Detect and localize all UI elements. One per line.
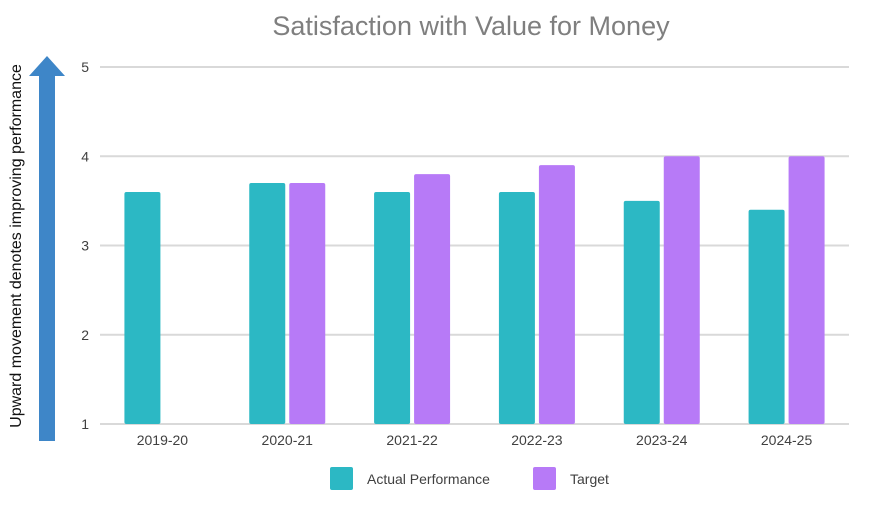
- legend-swatch: [533, 467, 556, 490]
- y-tick-label: 3: [81, 238, 89, 254]
- bar-target-2022-23: [538, 165, 575, 425]
- bars: [124, 156, 825, 425]
- x-tick-label: 2021-22: [386, 432, 438, 448]
- chart-title: Satisfaction with Value for Money: [272, 11, 670, 41]
- bar-target-2024-25: [788, 156, 825, 424]
- x-tick-label: 2019-20: [137, 432, 189, 448]
- bar-target-2021-22: [414, 174, 451, 424]
- y-tick-label: 4: [81, 148, 89, 164]
- up-arrow-icon: [29, 56, 65, 441]
- bar-actual-performance-2023-24: [623, 200, 660, 424]
- legend: Actual Performance Target: [330, 467, 609, 490]
- annotation-arrow: Upward movement denotes improving perfor…: [8, 56, 65, 441]
- bar-actual-performance-2021-22: [374, 191, 411, 424]
- legend-label: Target: [570, 471, 609, 487]
- bar-target-2020-21: [289, 183, 326, 424]
- y-tick-label: 2: [81, 327, 89, 343]
- x-tick-label: 2022-23: [511, 432, 563, 448]
- x-tick-label: 2024-25: [761, 432, 813, 448]
- y-tick-label: 5: [81, 59, 89, 75]
- x-axis-ticks: 2019-20 2020-21 2021-22 2022-23 2023-24 2024-…: [137, 432, 813, 448]
- legend-swatch: [330, 467, 353, 490]
- bar-actual-performance-2024-25: [748, 209, 785, 424]
- y-axis-ticks: 1 2 3 4 5: [81, 59, 89, 432]
- bar-actual-performance-2019-20: [124, 191, 161, 424]
- y-tick-label: 1: [81, 416, 89, 432]
- bar-actual-performance-2022-23: [498, 191, 535, 424]
- x-tick-label: 2023-24: [636, 432, 688, 448]
- bar-target-2023-24: [663, 156, 700, 424]
- bar-actual-performance-2020-21: [249, 183, 286, 424]
- gridlines: [100, 66, 849, 425]
- arrow-annotation-text: Upward movement denotes improving perfor…: [8, 64, 25, 428]
- x-tick-label: 2020-21: [262, 432, 314, 448]
- legend-label: Actual Performance: [367, 471, 490, 487]
